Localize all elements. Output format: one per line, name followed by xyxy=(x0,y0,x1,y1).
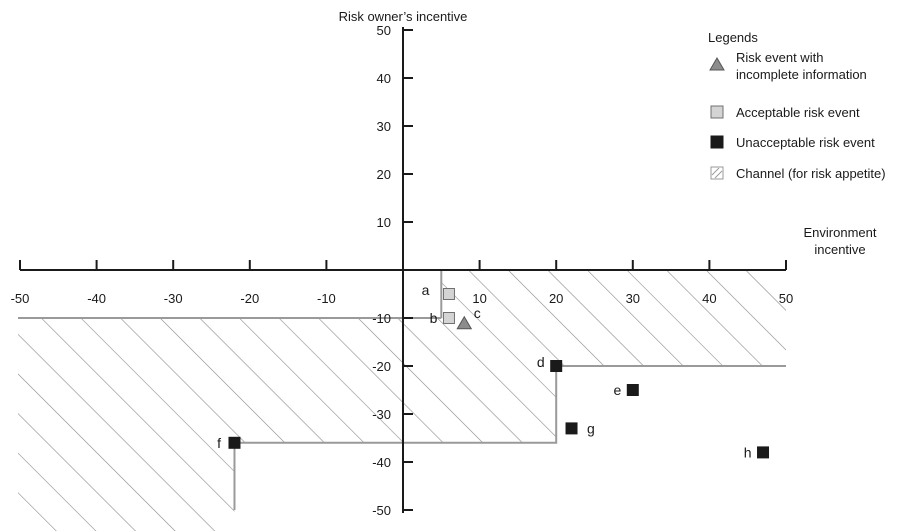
y-tick-label: -30 xyxy=(372,407,391,422)
x-tick-label: -30 xyxy=(164,291,183,306)
point-c-marker xyxy=(456,315,473,330)
x-tick-label: -10 xyxy=(317,291,336,306)
y-tick-label: 50 xyxy=(377,23,391,38)
point-e-label: e xyxy=(614,382,622,398)
point-a-label: a xyxy=(422,282,430,298)
y-tick-label: -20 xyxy=(372,359,391,374)
legend-hatch-icon xyxy=(710,166,724,180)
point-g-label: g xyxy=(587,420,595,436)
legend-entry-label: incomplete information xyxy=(736,67,867,82)
legend-entry-label: Channel (for risk appetite) xyxy=(736,166,886,181)
x-tick-label: 20 xyxy=(549,291,563,306)
x-tick-label: -20 xyxy=(240,291,259,306)
x-tick-label: 10 xyxy=(472,291,486,306)
y-tick-label: 40 xyxy=(377,71,391,86)
legend-triangle-icon xyxy=(709,57,725,71)
legend-entry-label: Risk event with xyxy=(736,50,823,65)
channel-lower-boundary xyxy=(233,365,786,510)
point-c-label: c xyxy=(474,305,481,321)
y-tick-label: 20 xyxy=(377,167,391,182)
y-tick-label: 10 xyxy=(377,215,391,230)
x-tick-label: -40 xyxy=(87,291,106,306)
y-axis-title: Risk owner’s incentive xyxy=(339,9,468,24)
point-h-label: h xyxy=(744,444,752,460)
point-d-label: d xyxy=(537,354,545,370)
x-tick-label: -50 xyxy=(11,291,30,306)
point-g-marker xyxy=(565,422,578,435)
point-b-label: b xyxy=(430,310,438,326)
x-axis-title: incentive xyxy=(814,242,865,257)
point-e-marker xyxy=(626,384,639,396)
y-tick-label: -10 xyxy=(372,311,391,326)
legend-hatch-line xyxy=(714,170,723,179)
point-f-marker xyxy=(228,436,241,449)
y-tick-label: 30 xyxy=(377,119,391,134)
x-tick-label: 30 xyxy=(626,291,640,306)
point-a-marker xyxy=(442,288,455,300)
x-tick-label: 40 xyxy=(702,291,716,306)
legend-title: Legends xyxy=(708,30,758,45)
y-tick-label: -50 xyxy=(372,503,391,518)
point-b-marker xyxy=(442,312,455,324)
legend-entry-label: Unacceptable risk event xyxy=(736,135,875,150)
point-d-marker xyxy=(550,360,563,372)
x-tick-label: 50 xyxy=(779,291,793,306)
point-f-label: f xyxy=(217,435,221,451)
legend-hatch-line xyxy=(711,167,720,176)
legend-entry-label: Acceptable risk event xyxy=(736,105,860,120)
point-h-marker xyxy=(757,446,770,459)
y-tick-label: -40 xyxy=(372,455,391,470)
x-axis-title: Environment xyxy=(804,225,877,240)
legend-square-icon xyxy=(710,135,724,149)
legend-square-icon xyxy=(710,105,724,119)
